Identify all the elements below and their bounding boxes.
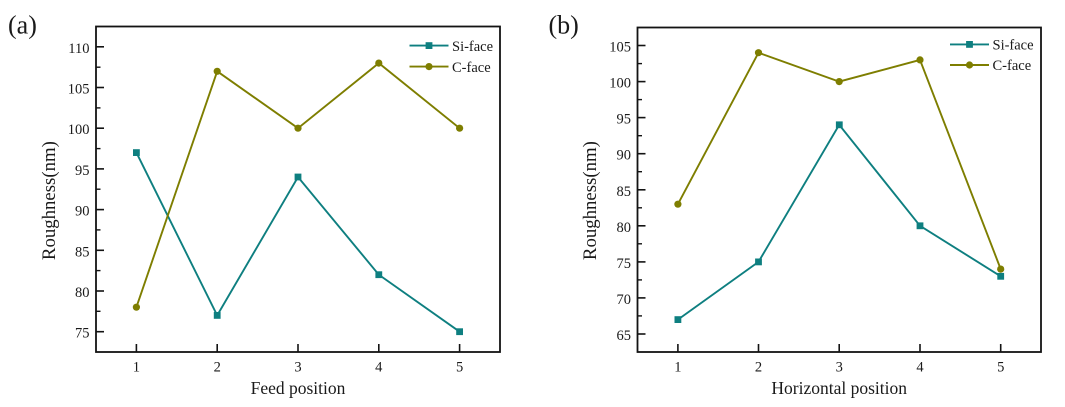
svg-text:95: 95	[75, 163, 90, 179]
svg-text:2: 2	[214, 360, 221, 376]
svg-text:Si-face: Si-face	[993, 38, 1034, 54]
svg-text:3: 3	[294, 360, 301, 376]
svg-text:Horizontal position: Horizontal position	[771, 378, 907, 398]
svg-text:80: 80	[617, 220, 632, 236]
svg-text:80: 80	[75, 285, 90, 301]
svg-text:105: 105	[609, 40, 631, 56]
svg-text:100: 100	[609, 76, 631, 92]
svg-text:65: 65	[617, 328, 632, 344]
svg-text:4: 4	[375, 360, 383, 376]
svg-text:90: 90	[617, 148, 632, 164]
svg-text:110: 110	[68, 41, 89, 57]
svg-text:2: 2	[755, 360, 762, 376]
svg-text:4: 4	[916, 360, 924, 376]
svg-text:Roughness(nm): Roughness(nm)	[39, 141, 60, 260]
svg-text:C-face: C-face	[452, 60, 491, 76]
svg-text:70: 70	[617, 292, 632, 308]
svg-text:95: 95	[617, 112, 632, 128]
svg-text:5: 5	[456, 360, 463, 376]
svg-text:Si-face: Si-face	[452, 39, 493, 55]
svg-text:C-face: C-face	[993, 58, 1032, 74]
svg-text:100: 100	[68, 122, 90, 138]
svg-text:85: 85	[617, 184, 632, 200]
svg-text:(a): (a)	[8, 11, 37, 40]
svg-text:90: 90	[75, 204, 90, 220]
svg-text:(b): (b)	[549, 11, 579, 40]
svg-text:85: 85	[75, 244, 90, 260]
svg-text:1: 1	[133, 360, 140, 376]
svg-text:1: 1	[674, 360, 681, 376]
svg-text:5: 5	[997, 360, 1004, 376]
svg-text:75: 75	[617, 256, 632, 272]
svg-text:75: 75	[75, 326, 90, 342]
svg-text:3: 3	[836, 360, 843, 376]
svg-text:Feed position: Feed position	[251, 378, 346, 398]
svg-text:105: 105	[68, 82, 90, 98]
svg-text:Roughness(nm): Roughness(nm)	[580, 141, 601, 260]
